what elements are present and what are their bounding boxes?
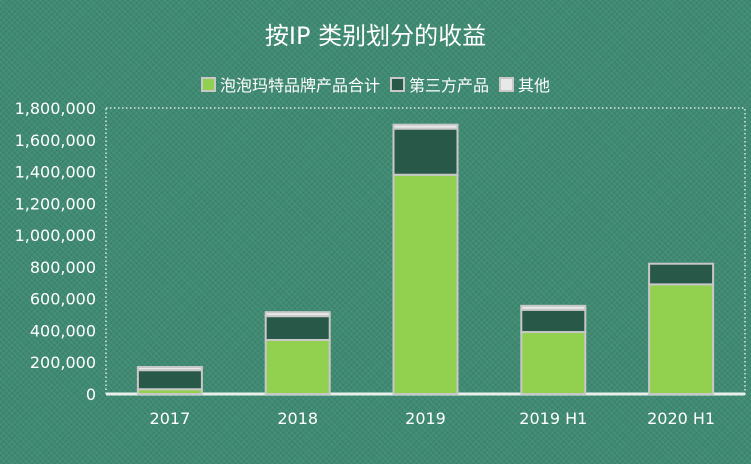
bar-segment-other	[520, 304, 587, 311]
legend-label-third-party: 第三方产品	[408, 76, 489, 95]
x-tick-label: 2019 H1	[519, 409, 587, 428]
y-tick-label: 400,000	[30, 321, 96, 340]
y-tick-label: 200,000	[30, 353, 96, 372]
legend-label-other: 其他	[518, 76, 551, 95]
bar-segment-other	[392, 123, 459, 130]
legend-swatch-third-party	[389, 76, 405, 92]
bar-segment-brand	[264, 338, 331, 396]
y-tick-label: 1,600,000	[15, 131, 96, 150]
chart-title: 按IP 类别划分的收益	[264, 22, 487, 50]
y-tick-label: 1,800,000	[15, 99, 96, 118]
legend-label-brand: 泡泡玛特品牌产品合计	[219, 76, 380, 95]
legend-item-other: 其他	[499, 72, 550, 96]
bar-segment-brand	[392, 173, 459, 395]
x-tick-label: 2020 H1	[647, 409, 715, 428]
y-tick-label: 1,400,000	[15, 163, 96, 182]
x-tick-label: 2017	[150, 409, 191, 428]
bar-segment-third-party	[264, 315, 331, 341]
legend-item-brand: 泡泡玛特品牌产品合计	[200, 72, 380, 96]
bar-segment-brand	[648, 283, 715, 395]
y-tick-label: 0	[86, 385, 96, 404]
bar-segment-brand	[520, 331, 587, 395]
y-tick-label: 1,000,000	[15, 226, 96, 245]
legend-swatch-other	[499, 76, 514, 92]
y-tick-label: 1,200,000	[15, 194, 96, 213]
bar-segment-third-party	[520, 308, 587, 334]
x-tick-label: 2019	[405, 409, 446, 428]
y-tick-label: 800,000	[30, 258, 96, 277]
bar-segment-third-party	[648, 262, 715, 286]
x-tick-label: 2018	[277, 409, 318, 428]
bar-segment-other	[264, 311, 331, 318]
legend: 泡泡玛特品牌产品合计 第三方产品 其他	[0, 72, 751, 96]
legend-item-third-party: 第三方产品	[389, 72, 489, 96]
bar-segment-third-party	[136, 369, 203, 391]
legend-swatch-brand	[200, 76, 216, 92]
bar-segment-other	[136, 365, 203, 372]
bar-segment-third-party	[392, 127, 459, 176]
y-tick-label: 600,000	[30, 290, 96, 309]
